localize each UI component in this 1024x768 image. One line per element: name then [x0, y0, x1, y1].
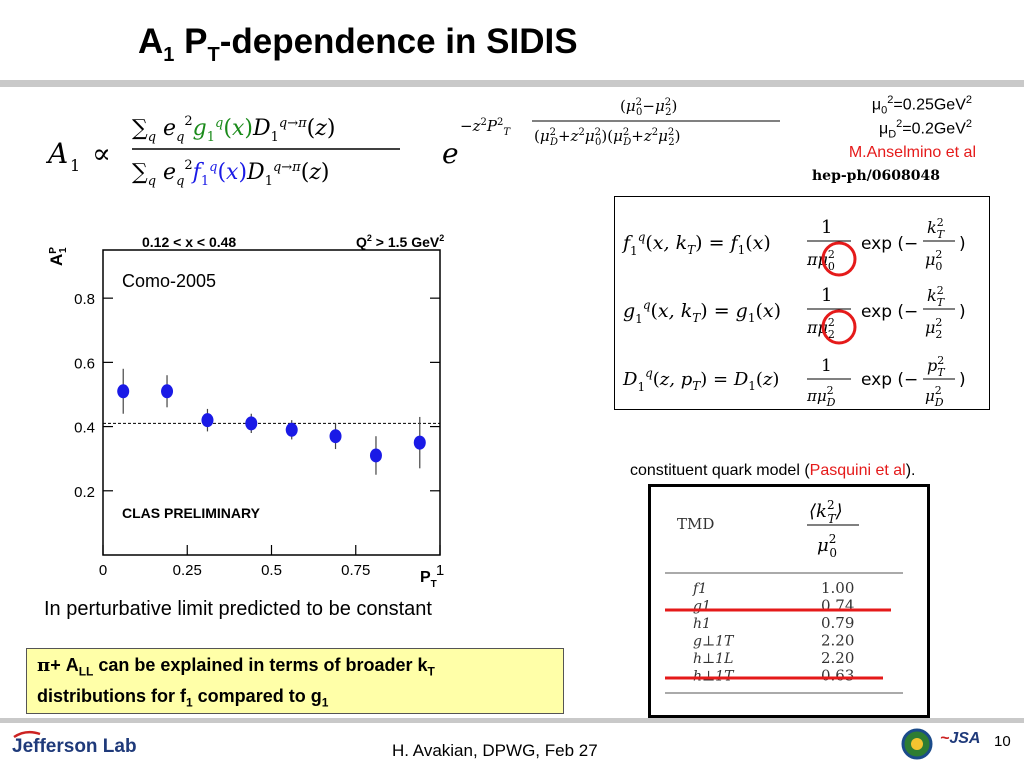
svg-text:): ) [959, 302, 966, 322]
table-row-name: g⊥1T [693, 634, 735, 650]
header-divider [0, 80, 1024, 87]
data-point [245, 416, 258, 431]
table-row-name: h⊥1L [693, 651, 733, 667]
svg-text:): ) [959, 370, 966, 390]
svg-text:1: 1 [821, 356, 832, 376]
x-tick-label: 0.5 [261, 562, 282, 579]
tmd-table-content: TMD ⟨k2 T⟩ μ2 0 f1 1.00 g1 0.74 h1 0.79 g⊥1T 2.20… [665, 498, 903, 694]
data-point [285, 422, 298, 437]
table-row-value: 2.20 [821, 632, 854, 650]
perturbative-note: In perturbative limit predicted to be co… [44, 598, 432, 620]
table-header-ratio: ⟨k2 T⟩ μ2 0 [807, 498, 859, 560]
y-tick-label: 0.4 [74, 420, 95, 437]
svg-text:exp (−: exp (− [861, 370, 918, 390]
svg-text:): ) [959, 234, 966, 254]
presenter-footer: H. Avakian, DPWG, Feb 27 [392, 741, 598, 760]
table-row-value: 0.63 [821, 667, 854, 685]
y-tick-label: 0.8 [74, 291, 95, 308]
data-point [369, 448, 382, 463]
svg-text:⟨k2T⟩: ⟨k2 T⟩ [809, 498, 843, 526]
reference: hep-ph/0608048 [812, 168, 940, 184]
table-row-value: 2.20 [821, 649, 854, 667]
param-mu0: μ02=0.25GeV2 [871, 94, 972, 117]
explanation-box: π+ ALL can be explained in terms of broa… [26, 648, 564, 714]
explanation-line-1: π+ ALL can be explained in terms of broa… [37, 655, 435, 679]
jefferson-lab-logo: Jefferson Lab [12, 736, 137, 757]
data-point [201, 413, 214, 428]
jsa-logo: ~JSA [940, 730, 981, 747]
data-point [161, 384, 174, 399]
quark-model-caption: constituent quark model (Pasquini et al)… [630, 462, 916, 479]
explanation-line-2: distributions for f1 compared to g1 [37, 685, 329, 710]
clas-preliminary-label: CLAS PRELIMINARY [122, 505, 261, 521]
tmd-row-D1: D1q(z, pT) = D1(z) [622, 366, 779, 394]
chart-xrange: 0.12 < x < 0.48 [142, 234, 236, 250]
table-row-name: h1 [693, 616, 711, 632]
svg-text:μ20: μ2 0 [925, 248, 942, 273]
chart-q2-cut: Q2 > 1.5 GeV2 [356, 233, 444, 250]
y-axis-label: AP1 [47, 247, 69, 266]
table-row-name: g1 [693, 599, 711, 615]
svg-text:AP1: AP1 [47, 247, 69, 266]
x-tick-label: 0.75 [341, 562, 370, 579]
formula-exp-num: (μ2 0−μ2 2) [620, 97, 677, 118]
param-muD: μD2=0.2GeV2 [878, 118, 972, 141]
data-point [413, 435, 426, 450]
svg-text:μ20: μ2 0 [817, 532, 837, 560]
y-tick-label: 0.2 [74, 484, 95, 501]
svg-text:1: 1 [821, 217, 832, 238]
svg-text:k2T: k2 T [927, 284, 946, 309]
table-row-value: 0.74 [821, 597, 854, 615]
formula-exp-lead: −z2P2T [460, 117, 511, 138]
a1-pt-chart: 0.12 < x < 0.48 Q2 > 1.5 GeV2 AP1 Como-2… [47, 233, 444, 590]
x-tick-label: 0 [99, 562, 107, 579]
table-row-value: 0.79 [821, 614, 854, 632]
formula-lhs: A [45, 137, 68, 170]
tmd-ratio-table: TMD ⟨k2 T⟩ μ2 0 f1 1.00 g1 0.74 h1 0.79 g⊥1T 2.20… [648, 484, 930, 718]
data-point [329, 429, 342, 444]
footer-divider [0, 718, 1024, 723]
slide-number: 10 [994, 733, 1011, 750]
svg-text:exp (−: exp (− [861, 302, 918, 322]
formula-exp-base: e [442, 137, 459, 170]
svg-text:μ2D: μ2 D [925, 384, 944, 409]
svg-text:μ22: μ2 2 [925, 316, 942, 341]
tmd-gaussian-box: f1q(x, kT) = f1(x) 1 πμ2 0 exp (− k2 T μ2 0… [614, 196, 990, 410]
table-header-tmd: TMD [677, 515, 714, 533]
svg-text:k2T: k2 T [927, 216, 946, 241]
como-label: Como-2005 [122, 271, 216, 291]
page-title: A1 PT-dependence in SIDIS [138, 22, 578, 66]
formula-numerator: ∑q eq2g1q(x)D1q→π(z) [132, 114, 335, 145]
x-tick-label: 1 [436, 562, 444, 579]
svg-text:p2T: p2 T [927, 354, 946, 379]
a1-formula: A 1 ∝ ∑q eq2g1q(x)D1q→π(z) ∑q eq2f1q(x)D… [45, 97, 780, 189]
table-row-value: 1.00 [821, 579, 854, 597]
table-row-name: f1 [692, 581, 707, 597]
author-credit: M.Anselmino et al [848, 144, 976, 161]
jlab-swoosh-icon [13, 730, 41, 739]
tmd-row-f1: f1q(x, kT) = f1(x) [621, 230, 771, 258]
tmd-equations: f1q(x, kT) = f1(x) 1 πμ2 0 exp (− k2 T μ2 0… [621, 216, 966, 409]
svg-text:1: 1 [821, 285, 832, 306]
data-point [117, 384, 130, 399]
svg-text:exp (−: exp (− [861, 234, 918, 254]
y-tick-label: 0.6 [74, 355, 95, 372]
formula-lhs-sub: 1 [70, 156, 80, 175]
formula-prop: ∝ [92, 137, 111, 170]
x-axis-label: PT [420, 569, 437, 590]
tmd-row-g1: g1q(x, kT) = g1(x) [623, 298, 781, 326]
doe-seal-icon [901, 728, 933, 760]
formula-denominator: ∑q eq2f1q(x)D1q→π(z) [132, 158, 330, 189]
x-tick-label: 0.25 [173, 562, 202, 579]
formula-exp-den: (μ2 D+z2μ2 0)(μ2 D+z2μ2 2) [534, 127, 680, 148]
